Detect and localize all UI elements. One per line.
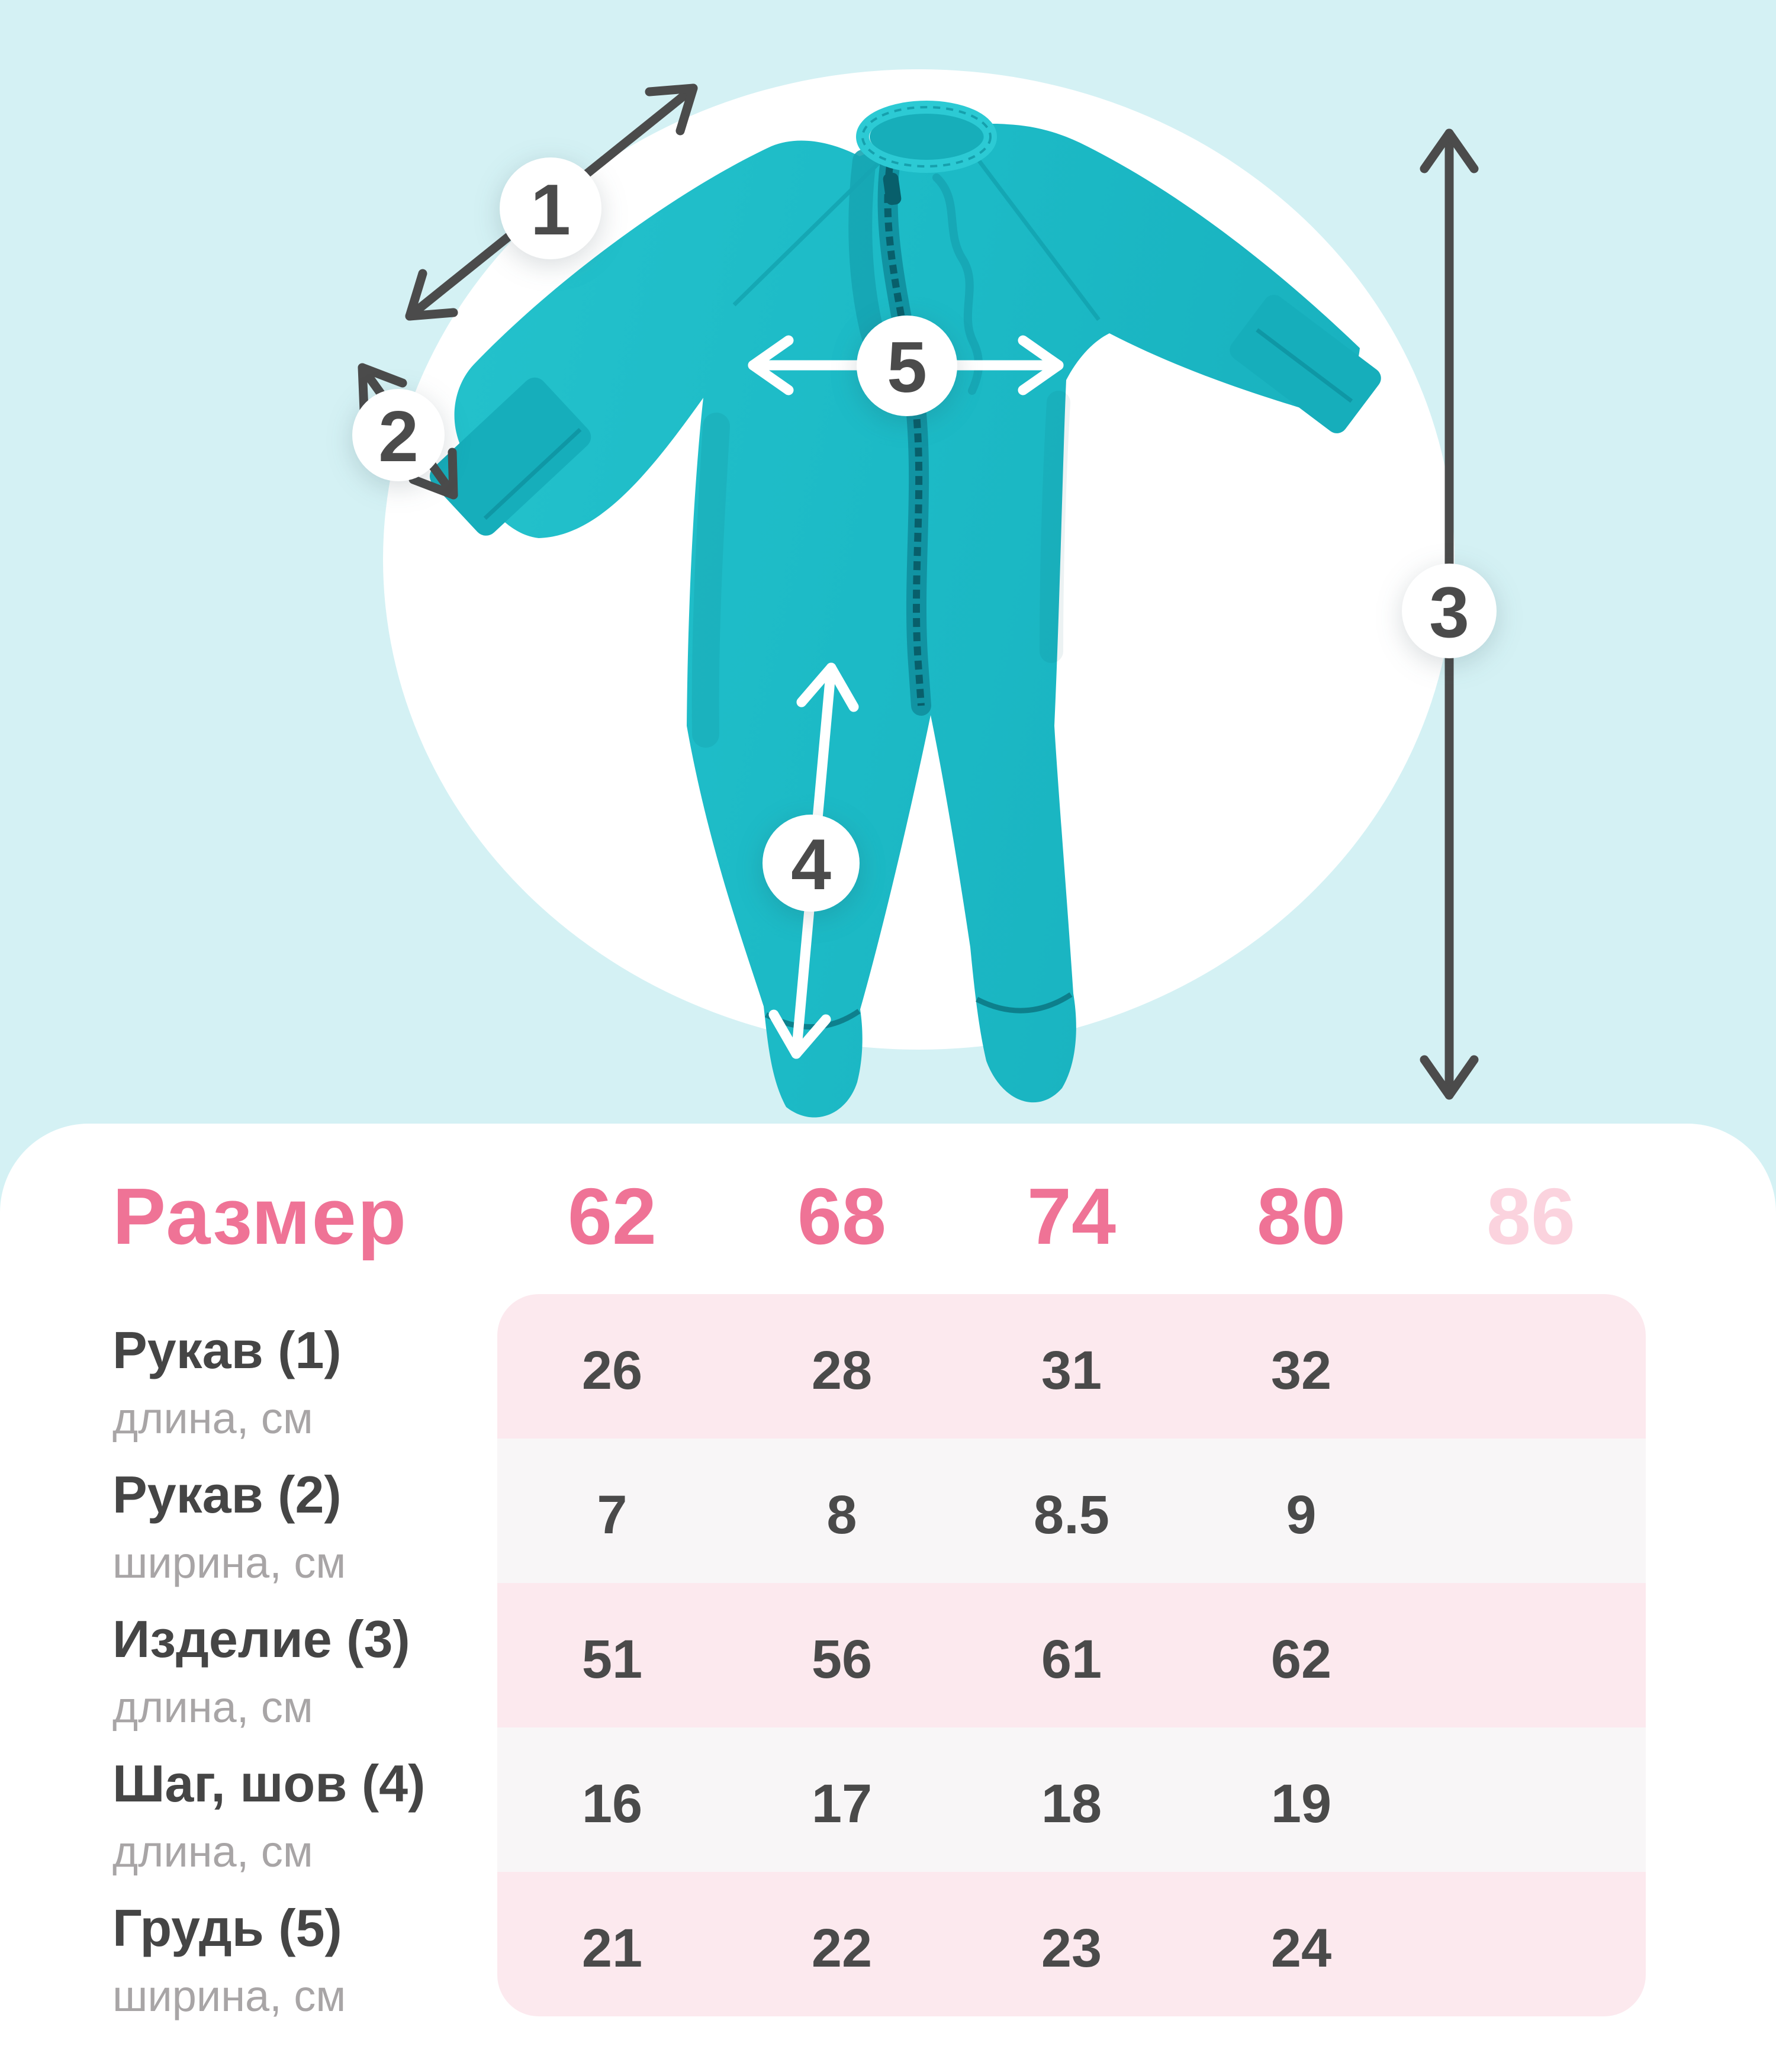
size-header-label: Размер xyxy=(112,1172,408,1261)
zipper-teeth xyxy=(884,165,925,706)
measure-badge-1: 1 xyxy=(500,157,601,259)
row-name: Изделие (3) xyxy=(112,1610,410,1668)
row-name: Шаг, шов (4) xyxy=(112,1754,426,1813)
size-value-cell: 22 xyxy=(811,1917,873,1978)
row-subtitle: ширина, см xyxy=(112,1971,346,2020)
measure-badge-4: 4 xyxy=(762,815,860,912)
size-value-cell: 61 xyxy=(1041,1629,1102,1690)
size-value-cell: 17 xyxy=(811,1773,873,1834)
table-row-sleeve-width: Рукав (2) ширина, см 7 8 8.5 9 xyxy=(0,1439,1776,1587)
badge-1-number: 1 xyxy=(530,169,571,250)
size-value-cell: 51 xyxy=(581,1629,643,1690)
table-row-inseam-length: Шаг, шов (4) длина, см 16 17 18 19 xyxy=(0,1727,1776,1876)
badge-5-number: 5 xyxy=(887,327,927,407)
size-value-cell: 24 xyxy=(1270,1917,1332,1978)
size-value-cell: 8.5 xyxy=(1034,1484,1109,1545)
size-value-cell: 26 xyxy=(581,1340,643,1401)
size-value-cell: 23 xyxy=(1041,1917,1102,1978)
size-header-cell-80: 80 xyxy=(1256,1172,1346,1261)
measure-badges: 1 2 3 4 5 xyxy=(352,157,1497,912)
table-row-chest-width: Грудь (5) ширина, см 21 22 23 24 xyxy=(0,1872,1776,2020)
row-label: Шаг, шов (4) длина, см xyxy=(112,1751,491,1881)
size-diagram: 1 2 3 4 5 xyxy=(352,69,1497,1118)
size-header-cell-86: 86 xyxy=(1486,1172,1576,1261)
zipper-pull xyxy=(883,172,902,205)
size-value-cell: 28 xyxy=(811,1340,873,1401)
collar-opening xyxy=(870,113,983,160)
size-value-cell: 8 xyxy=(826,1484,857,1545)
size-value-cell: 9 xyxy=(1286,1484,1317,1545)
row-name: Рукав (2) xyxy=(112,1465,342,1524)
row-subtitle: длина, см xyxy=(112,1827,313,1876)
row-label: Изделие (3) длина, см xyxy=(112,1607,491,1737)
measure-badge-3: 3 xyxy=(1402,564,1497,658)
row-subtitle: длина, см xyxy=(112,1394,313,1443)
row-name: Рукав (1) xyxy=(112,1321,342,1379)
badge-4-number: 4 xyxy=(791,824,831,905)
size-table-header: Размер 62 68 74 80 86 xyxy=(0,1166,1776,1267)
row-label: Рукав (2) ширина, см xyxy=(112,1462,491,1592)
size-header-cell-62: 62 xyxy=(567,1172,657,1261)
measure-badge-5: 5 xyxy=(857,316,957,416)
size-value-cell: 56 xyxy=(811,1629,873,1690)
raglan-seam-right xyxy=(967,145,1101,321)
badge-3-number: 3 xyxy=(1429,572,1469,652)
table-row-sleeve-length: Рукав (1) длина, см 26 28 31 32 xyxy=(0,1294,1776,1443)
size-value-cell: 31 xyxy=(1041,1340,1102,1401)
size-value-cell: 19 xyxy=(1270,1773,1332,1834)
size-header-cell-74: 74 xyxy=(1027,1172,1117,1261)
size-value-cell: 16 xyxy=(581,1773,643,1834)
badge-2-number: 2 xyxy=(378,396,419,477)
row-name: Грудь (5) xyxy=(112,1899,342,1957)
right-ankle-seam xyxy=(975,992,1073,1014)
size-value-cell: 32 xyxy=(1270,1340,1332,1401)
table-row-item-length: Изделие (3) длина, см 51 56 61 62 xyxy=(0,1583,1776,1732)
measure-badge-2: 2 xyxy=(352,389,445,481)
size-value-cell: 18 xyxy=(1041,1773,1102,1834)
shading-left xyxy=(691,413,730,748)
shading-right xyxy=(1040,391,1070,663)
hero-section: 1 2 3 4 5 xyxy=(352,69,1497,1118)
size-header-cell-68: 68 xyxy=(797,1172,887,1261)
size-value-cell: 7 xyxy=(597,1484,628,1545)
size-value-cell: 62 xyxy=(1270,1629,1332,1690)
collar-stitching xyxy=(861,106,992,168)
row-subtitle: длина, см xyxy=(112,1682,313,1732)
row-label: Грудь (5) ширина, см xyxy=(112,1896,491,2026)
right-cuff xyxy=(1230,295,1381,433)
row-subtitle: ширина, см xyxy=(112,1538,346,1587)
size-value-cell: 21 xyxy=(581,1917,643,1978)
row-label: Рукав (1) длина, см xyxy=(112,1318,491,1448)
left-cuff xyxy=(429,377,591,536)
